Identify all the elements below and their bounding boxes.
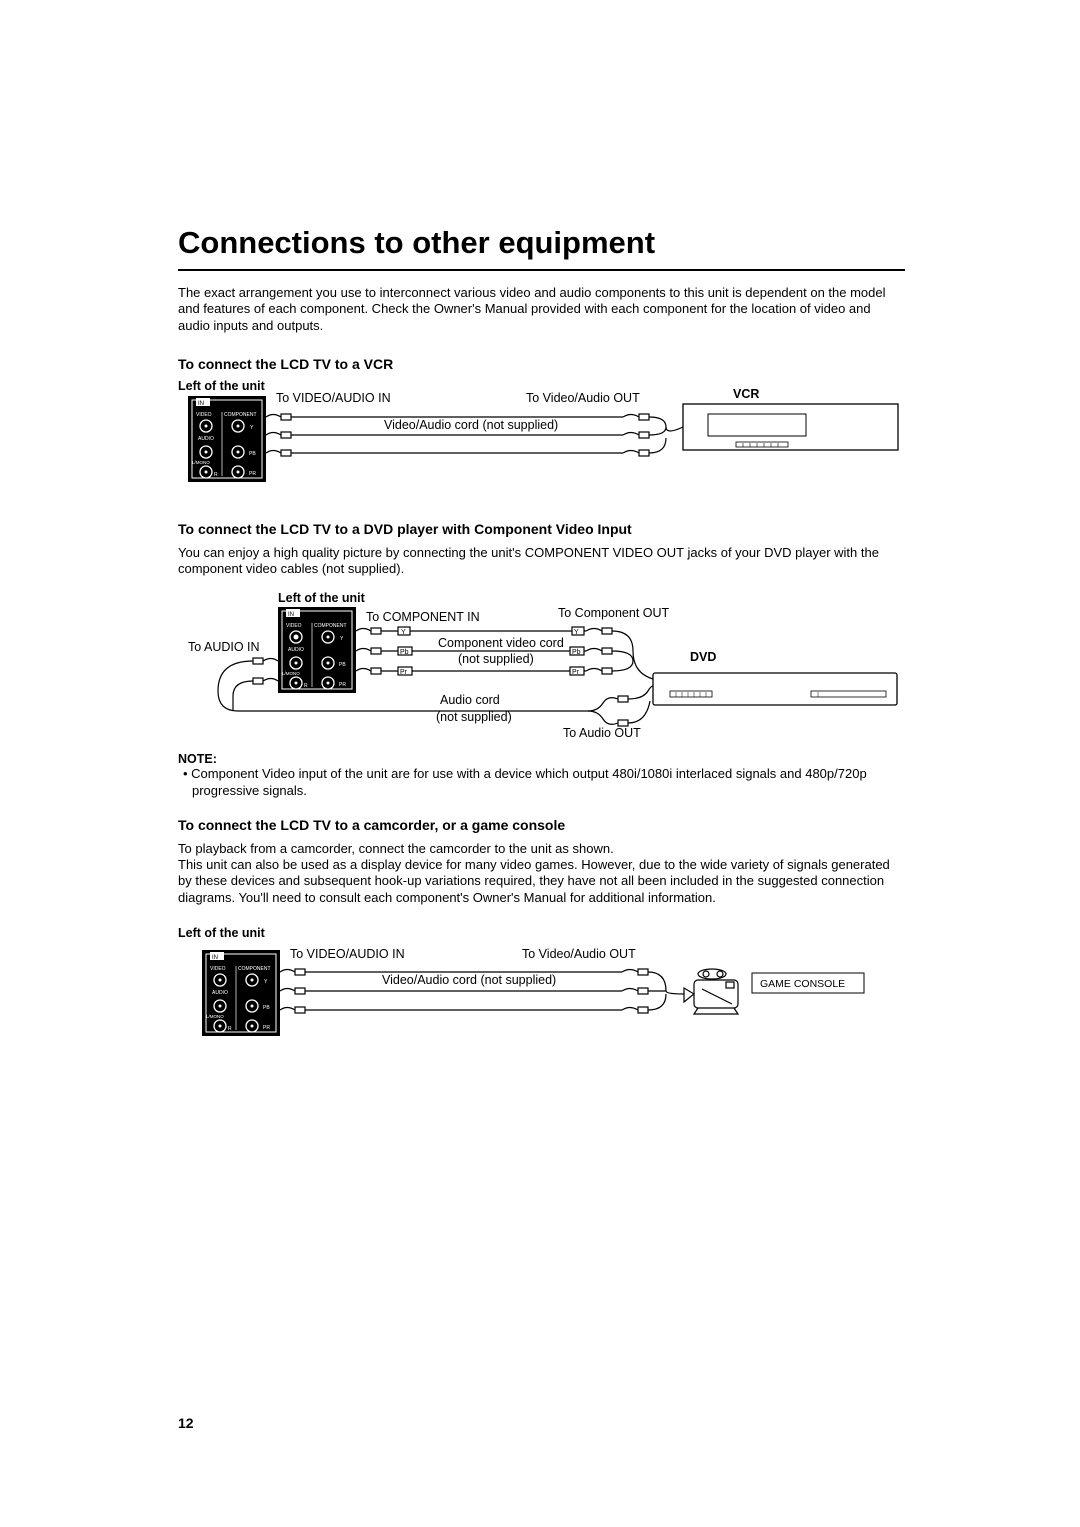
svg-text:Pb: Pb [572, 649, 581, 656]
svg-text:R: R [304, 683, 308, 689]
dvd-heading: To connect the LCD TV to a DVD player wi… [178, 521, 905, 537]
camcorder-heading: To connect the LCD TV to a camcorder, or… [178, 817, 905, 833]
tv-input-panel-3: IN VIDEO COMPONENT Y AUDIO PB L/MON [202, 950, 280, 1036]
label-not-supplied-2: (not supplied) [436, 710, 512, 724]
svg-text:Y: Y [574, 629, 579, 636]
label-to-component-out: To Component OUT [558, 606, 670, 620]
svg-text:VIDEO: VIDEO [196, 412, 212, 418]
label-vcr: VCR [733, 387, 759, 401]
svg-text:COMPONENT: COMPONENT [314, 623, 347, 629]
svg-text:COMPONENT: COMPONENT [224, 412, 257, 418]
vcr-heading: To connect the LCD TV to a VCR [178, 356, 905, 372]
svg-text:Y: Y [401, 629, 406, 636]
tv-input-panel-2: IN VIDEO COMPONENT Y AUDIO [278, 607, 356, 693]
svg-text:PB: PB [263, 1005, 270, 1011]
svg-text:PB: PB [249, 451, 256, 457]
label-to-video-audio-in: To VIDEO/AUDIO IN [276, 391, 391, 405]
tv-input-panel: IN VIDEO COMPONENT Y AUDIO [188, 396, 266, 482]
label-left-of-unit: Left of the unit [178, 380, 266, 393]
svg-text:COMPONENT: COMPONENT [238, 966, 271, 972]
dvd-note-text: • Component Video input of the unit are … [178, 766, 905, 799]
label-audio-cord: Audio cord [440, 693, 500, 707]
label-dvd: DVD [690, 650, 716, 664]
label-not-supplied-1: (not supplied) [458, 652, 534, 666]
label-to-component-in: To COMPONENT IN [366, 610, 480, 624]
camcorder-icon [684, 969, 738, 1014]
page-number: 12 [178, 1415, 194, 1431]
svg-text:IN: IN [212, 955, 218, 961]
svg-text:R: R [228, 1026, 232, 1032]
label-comp-cord: Component video cord [438, 636, 564, 650]
label-to-audio-in: To AUDIO IN [188, 640, 260, 654]
svg-text:PR: PR [339, 682, 346, 688]
label-to-video-audio-out: To Video/Audio OUT [526, 391, 640, 405]
label-to-audio-out: To Audio OUT [563, 726, 641, 740]
svg-text:PR: PR [249, 471, 256, 477]
svg-text:R: R [214, 472, 218, 478]
svg-text:IN: IN [198, 401, 204, 407]
svg-text:L/MONO: L/MONO [192, 460, 210, 465]
camcorder-body: To playback from a camcorder, connect th… [178, 841, 905, 906]
vcr-diagram: Left of the unit IN VIDEO COMPONENT [178, 380, 905, 485]
svg-text:PB: PB [339, 662, 346, 668]
dvd-body: You can enjoy a high quality picture by … [178, 545, 905, 578]
svg-text:AUDIO: AUDIO [198, 436, 214, 442]
dvd-note-label: NOTE: [178, 752, 905, 766]
svg-text:Pr: Pr [400, 669, 408, 676]
label-left-of-unit-3: Left of the unit [178, 926, 905, 940]
svg-text:IN: IN [288, 612, 294, 618]
svg-text:AUDIO: AUDIO [288, 647, 304, 653]
svg-text:AUDIO: AUDIO [212, 990, 228, 996]
camcorder-diagram: IN VIDEO COMPONENT Y AUDIO PB L/MON [178, 944, 905, 1044]
svg-text:VIDEO: VIDEO [286, 623, 302, 629]
svg-text:L/MONO: L/MONO [206, 1014, 224, 1019]
label-to-va-in-3: To VIDEO/AUDIO IN [290, 947, 405, 961]
dvd-icon [653, 673, 897, 705]
vcr-icon [683, 404, 898, 450]
dvd-diagram: Left of the unit IN VIDEO COMPONENT Y AU… [178, 591, 905, 746]
label-game-console: GAME CONSOLE [760, 978, 845, 990]
svg-text:L/MONO: L/MONO [282, 671, 300, 676]
label-va-cord: Video/Audio cord (not supplied) [384, 418, 558, 432]
svg-text:Pr: Pr [572, 669, 580, 676]
svg-text:PR: PR [263, 1025, 270, 1031]
label-left-of-unit-2: Left of the unit [278, 591, 366, 605]
intro-text: The exact arrangement you use to interco… [178, 285, 905, 334]
title-rule [178, 269, 905, 271]
page-title: Connections to other equipment [178, 225, 905, 261]
svg-text:VIDEO: VIDEO [210, 966, 226, 972]
label-va-cord-3: Video/Audio cord (not supplied) [382, 973, 556, 987]
label-to-va-out-3: To Video/Audio OUT [522, 947, 636, 961]
svg-text:Pb: Pb [400, 649, 409, 656]
